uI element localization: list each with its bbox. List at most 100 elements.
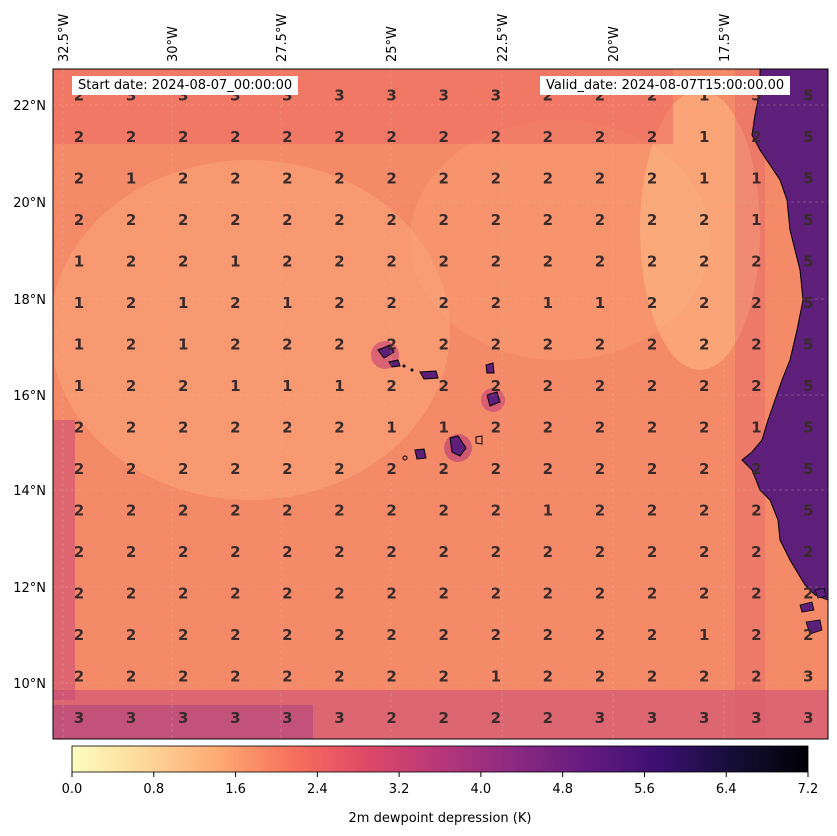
lat-label: 20°N [13,196,46,211]
grid-value: 2 [178,543,188,561]
grid-value: 1 [699,87,709,105]
grid-value: 5 [803,502,813,520]
grid-value: 2 [647,128,657,146]
grid-value: 2 [699,419,709,437]
grid-value: 2 [438,253,448,271]
grid-value: 3 [230,87,240,105]
grid-value: 2 [491,377,501,395]
grid-value: 2 [543,626,553,644]
grid-value: 2 [647,419,657,437]
grid-value: 2 [647,336,657,354]
grid-value: 2 [751,460,761,478]
grid-value: 3 [178,87,188,105]
grid-value: 5 [803,170,813,188]
lat-label: 18°N [13,293,46,308]
grid-value: 2 [74,502,84,520]
grid-value: 2 [595,419,605,437]
grid-value: 2 [751,585,761,603]
grid-value: 2 [595,377,605,395]
grid-value: 5 [803,460,813,478]
grid-value: 2 [334,294,344,312]
grid-value: 5 [803,377,813,395]
grid-value: 2 [178,626,188,644]
grid-value: 2 [74,87,84,105]
grid-value: 2 [647,543,657,561]
grid-value: 2 [74,543,84,561]
colorbar-tick-label: 4.8 [552,782,573,797]
grid-value: 2 [543,170,553,188]
grid-value: 2 [751,668,761,686]
grid-value: 2 [334,502,344,520]
grid-value: 2 [543,211,553,229]
lat-label: 16°N [13,389,46,404]
grid-value: 1 [126,170,136,188]
grid-value: 3 [334,87,344,105]
grid-value: 2 [178,377,188,395]
grid-value: 2 [334,460,344,478]
grid-value: 3 [491,87,501,105]
colorbar-tick-label: 0.8 [143,782,164,797]
grid-value: 2 [230,336,240,354]
grid-value: 5 [803,294,813,312]
lon-label: 17.5°W [718,14,733,62]
grid-value: 2 [230,585,240,603]
colorbar-ticks: 0.0 0.8 1.6 2.4 3.2 4.0 4.8 5.6 6.4 7.2 [62,772,819,797]
valid-date-label: Valid_date: 2024-08-07T15:00:00.00 [540,76,791,95]
grid-value: 2 [438,460,448,478]
colorbar-tick-label: 7.2 [798,782,819,797]
grid-value: 2 [595,211,605,229]
grid-value: 2 [386,170,396,188]
grid-value: 2 [595,626,605,644]
grid-value: 5 [803,253,813,271]
grid-value: 2 [543,419,553,437]
grid-value: 1 [751,211,761,229]
grid-value: 1 [74,336,84,354]
grid-value: 2 [647,294,657,312]
grid-value: 2 [647,585,657,603]
colorbar-tick-label: 3.2 [389,782,410,797]
grid-value: 2 [74,460,84,478]
grid-value: 2 [74,585,84,603]
grid-value: 3 [386,87,396,105]
grid-value: 2 [751,543,761,561]
grid-value: 3 [74,709,84,727]
grid-value: 3 [282,709,292,727]
grid-value: 2 [491,170,501,188]
grid-value: 2 [334,170,344,188]
grid-value: 2 [178,585,188,603]
grid-value: 2 [595,253,605,271]
grid-value: 2 [74,170,84,188]
lat-label: 14°N [13,484,46,499]
grid-value: 2 [491,502,501,520]
grid-value: 2 [751,502,761,520]
lon-label: 25°W [385,26,400,62]
grid-value: 2 [126,294,136,312]
grid-value: 3 [178,709,188,727]
grid-value: 1 [334,377,344,395]
grid-value: 2 [126,543,136,561]
lon-label: 27.5°W [275,14,290,62]
grid-value: 1 [595,294,605,312]
value-labels: 2 3 3 3 3 3 3 3 3 2 2 2 1 5 5 2 2 2 2 2 2 2 2 2 2 2 2 1 2 5 2 1 2 2 2 2 2 2 2 2… [74,87,814,728]
grid-value: 2 [334,585,344,603]
grid-value: 2 [438,211,448,229]
grid-value: 2 [751,377,761,395]
grid-value: 2 [230,543,240,561]
grid-value: 2 [126,585,136,603]
grid-value: 2 [282,253,292,271]
grid-value: 2 [178,668,188,686]
grid-value: 2 [438,668,448,686]
grid-value: 2 [647,170,657,188]
grid-value: 2 [699,502,709,520]
grid-value: 5 [803,336,813,354]
grid-value: 2 [178,211,188,229]
grid-value: 1 [699,170,709,188]
lat-label: 10°N [13,677,46,692]
grid-value: 2 [282,128,292,146]
grid-value: 2 [595,170,605,188]
grid-value: 2 [282,211,292,229]
grid-value: 3 [334,709,344,727]
grid-value: 2 [543,668,553,686]
grid-value: 3 [699,709,709,727]
grid-value: 2 [751,336,761,354]
